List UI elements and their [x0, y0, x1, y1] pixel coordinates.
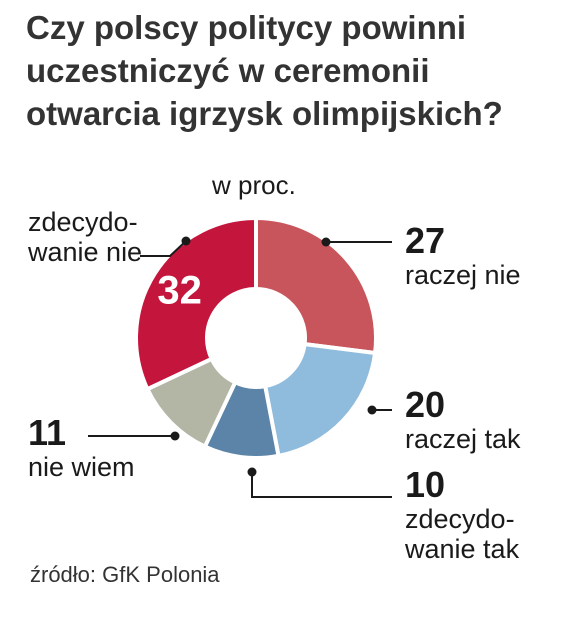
- slice-name-line: wanie nie: [28, 237, 143, 267]
- chart-title: Czy polscy politycy powinni uczestniczyć…: [26, 6, 576, 135]
- leader-line: [140, 240, 187, 257]
- slice-value: 10: [405, 464, 446, 505]
- source-note: źródło: GfK Polonia: [30, 562, 220, 587]
- unit-label: w proc.: [212, 170, 296, 200]
- title-line: uczestniczyć w ceremonii: [26, 52, 430, 89]
- leader-dot: [181, 236, 191, 246]
- slice-name-line: zdecydo-: [28, 207, 138, 237]
- slice-name: nie wiem: [28, 452, 135, 482]
- slice-name: raczej nie: [405, 260, 521, 290]
- donut-slice: [254, 215, 378, 356]
- slice-label-nie-wiem: 11 nie wiem: [28, 412, 135, 483]
- slice-name: raczej tak: [405, 424, 521, 454]
- leader-dot: [170, 431, 180, 441]
- title-line: otwarcia igrzysk olimpijskich?: [26, 95, 503, 132]
- slice-label-raczej-tak: 20 raczej tak: [405, 384, 521, 455]
- title-line: Czy polscy politycy powinni: [26, 9, 467, 46]
- leader-dot: [247, 467, 257, 477]
- slice-value: 27: [405, 220, 446, 261]
- donut-slice: [134, 215, 258, 392]
- slice-name-line: zdecydo-: [405, 504, 515, 534]
- slice-name-line: wanie tak: [405, 534, 520, 564]
- slice-label-raczej-nie: 27 raczej nie: [405, 220, 521, 291]
- donut-slice: [262, 341, 378, 459]
- slice-value: 20: [405, 384, 446, 425]
- leader-dot: [367, 405, 377, 415]
- slice-value-inside: 32: [157, 269, 202, 313]
- slice-label-zdecydowanie-tak: 10 zdecydo- wanie tak: [405, 464, 520, 565]
- slice-label-zdecydowanie-nie: zdecydo- wanie nie: [28, 207, 142, 267]
- slice-value: 11: [28, 412, 67, 453]
- leader-dot: [321, 237, 331, 247]
- leader-line: [251, 472, 392, 498]
